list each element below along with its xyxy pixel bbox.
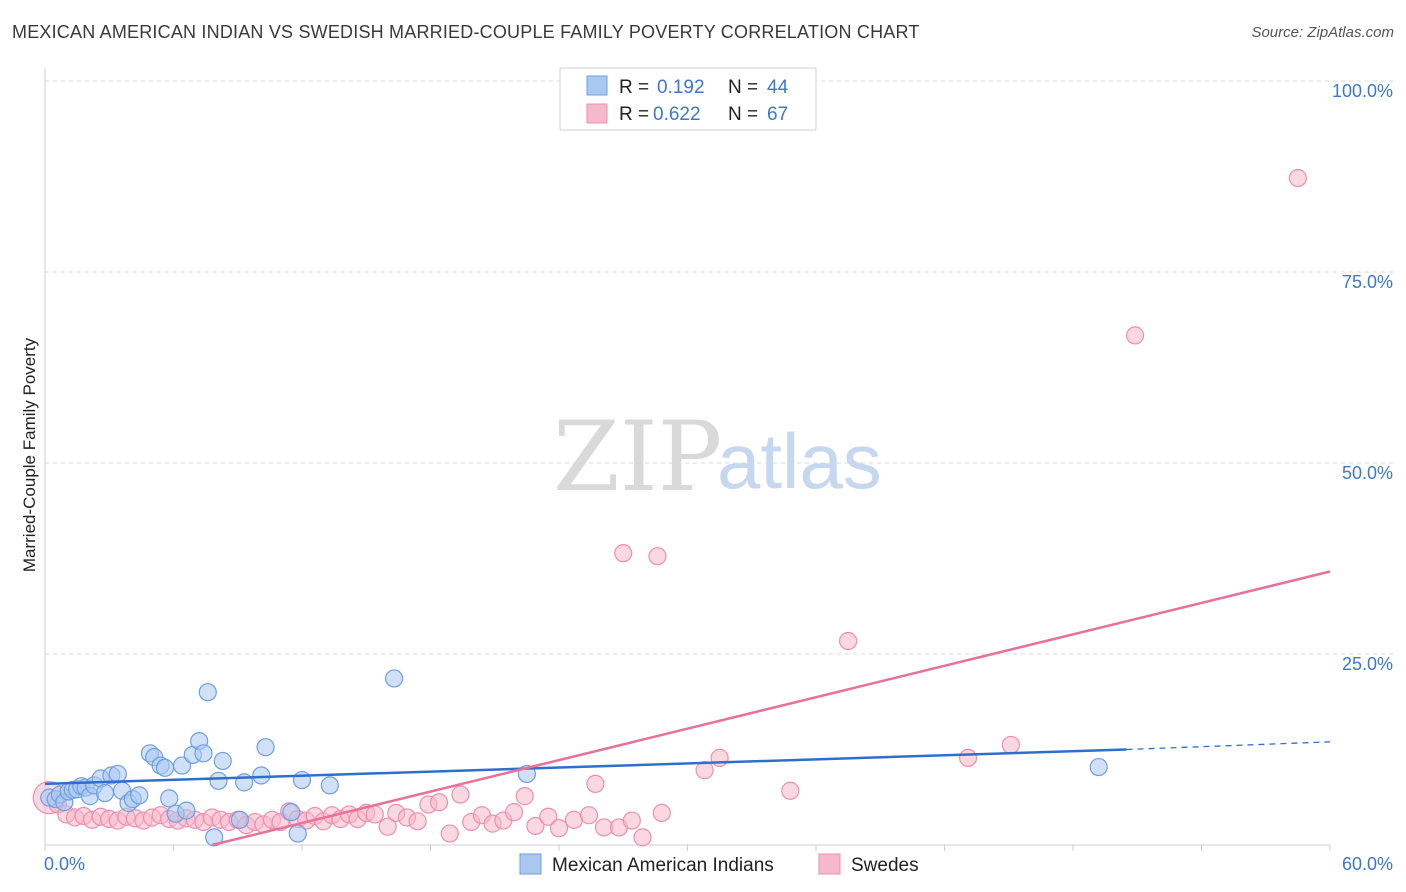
y-axis-label: Married-Couple Family Poverty: [20, 337, 39, 572]
pink-point: [579, 806, 599, 825]
blue-swatch-icon: [586, 75, 608, 96]
blue-point: [108, 764, 127, 784]
pink-point: [429, 793, 449, 812]
y-tick-labels: 25.0% 50.0% 75.0% 100.0%: [1332, 81, 1393, 674]
trend-lines: [44, 570, 1331, 847]
watermark: ZIP atlas: [553, 401, 882, 513]
pink-point: [586, 774, 605, 793]
blue-point: [213, 751, 232, 771]
pink-point: [839, 631, 858, 651]
legend-r-label-pink: R =: [619, 104, 649, 125]
watermark-atlas: atlas: [717, 417, 882, 505]
y-tick-label: 100.0%: [1332, 81, 1393, 101]
pink-point: [648, 547, 667, 566]
y-tick-label: 75.0%: [1342, 272, 1393, 292]
blue-point: [384, 669, 404, 688]
blue-point: [205, 828, 224, 847]
pink-point: [440, 824, 459, 843]
pink-point: [451, 785, 470, 804]
legend-n-label-blue: N =: [728, 77, 758, 98]
pink-point: [539, 807, 558, 826]
stats-legend: R = 0.192 N = 44 R = 0.622 N = 67: [559, 67, 817, 131]
watermark-zip: ZIP: [553, 401, 722, 513]
grid: [45, 80, 1395, 655]
legend-mexican-american-indians: Mexican American Indians: [552, 855, 774, 876]
pink-point: [614, 544, 633, 563]
blue-point: [252, 766, 271, 785]
x-tick-label-max: 60.0%: [1342, 854, 1393, 874]
pink-point: [408, 812, 427, 831]
pink-point: [1126, 326, 1145, 345]
y-tick-label: 25.0%: [1342, 654, 1393, 674]
pink-trend-line: [211, 570, 1331, 847]
blue-point: [155, 758, 175, 777]
pink-point: [781, 781, 800, 800]
blue-point: [130, 786, 149, 805]
legend-swedes-icon: [818, 853, 841, 875]
blue-point: [288, 824, 307, 843]
pink-point: [652, 803, 671, 823]
blue-point: [198, 683, 217, 702]
blue-trend-extension: [1126, 741, 1331, 751]
blue-point: [177, 801, 196, 820]
legend-r-value-blue: 0.192: [657, 77, 705, 98]
blue-point: [292, 770, 312, 790]
blue-point: [256, 738, 275, 757]
pink-point: [526, 816, 545, 836]
legend-n-label-pink: N =: [728, 104, 758, 125]
y-tick-label: 50.0%: [1342, 463, 1393, 483]
blue-trend-line: [44, 748, 1127, 786]
series-legend: Mexican American Indians Swedes: [519, 853, 919, 876]
pink-point: [1288, 168, 1307, 188]
blue-point: [320, 776, 339, 795]
legend-n-value-pink: 67: [767, 104, 788, 125]
pink-point: [958, 748, 978, 768]
blue-point: [1089, 757, 1108, 777]
pink-point: [1001, 735, 1020, 755]
pink-point: [549, 819, 569, 838]
blue-point: [95, 783, 115, 803]
pink-point: [633, 828, 652, 847]
pink-point: [622, 811, 641, 830]
pink-swatch-icon: [586, 103, 608, 124]
pink-point: [515, 787, 534, 806]
pink-point: [564, 810, 584, 829]
blue-point: [160, 789, 179, 808]
legend-r-label-blue: R =: [619, 77, 649, 98]
blue-point: [172, 756, 192, 775]
pink-point: [365, 805, 384, 824]
legend-r-value-pink: 0.622: [653, 104, 701, 125]
legend-swedes: Swedes: [851, 855, 919, 876]
blue-point: [282, 803, 301, 822]
blue-point: [209, 771, 228, 790]
x-tick-label-min: 0.0%: [44, 854, 85, 874]
pink-point: [504, 803, 524, 822]
chart-title: MEXICAN AMERICAN INDIAN VS SWEDISH MARRI…: [12, 22, 920, 42]
legend-mexican-american-indians-icon: [519, 853, 542, 875]
mexican-american-indian-points: [40, 669, 1108, 847]
pink-point: [695, 761, 714, 780]
blue-point: [230, 810, 249, 829]
pink-point: [378, 817, 397, 836]
blue-point: [194, 744, 213, 763]
legend-n-value-blue: 44: [767, 77, 789, 98]
source-credit: Source: ZipAtlas.com: [1251, 24, 1394, 41]
x-ticks: [44, 845, 1331, 851]
